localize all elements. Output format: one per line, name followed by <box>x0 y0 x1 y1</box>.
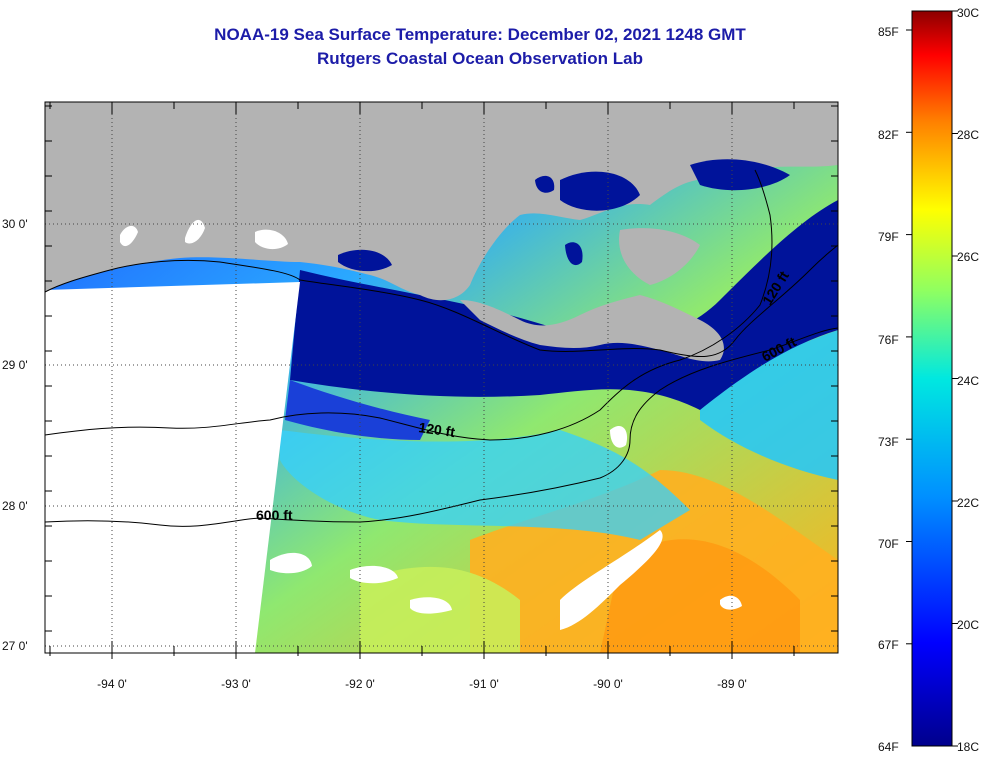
lon-label: -89 0' <box>717 677 747 691</box>
map-layers <box>45 102 838 653</box>
map-title: NOAA-19 Sea Surface Temperature: Decembe… <box>214 25 746 44</box>
colorbar-c-label: 22C <box>957 496 980 510</box>
lon-label: -94 0' <box>97 677 127 691</box>
lon-label: -91 0' <box>469 677 499 691</box>
colorbar-f-label: 67F <box>878 638 899 652</box>
inland-water <box>120 225 138 247</box>
colorbar-f-label: 76F <box>878 333 899 347</box>
lat-label: 30 0' <box>2 217 28 231</box>
colorbar-c-label: 24C <box>957 374 980 388</box>
colorbar-c-label: 28C <box>957 128 980 142</box>
cloud-patch <box>350 565 398 584</box>
map-subtitle: Rutgers Coastal Ocean Observation Lab <box>317 49 643 68</box>
delta-land <box>460 295 724 362</box>
latitude-axis: 30 0' 29 0' 28 0' 27 0' <box>2 217 28 653</box>
east-cool-band <box>700 330 838 480</box>
warm-core <box>600 539 800 653</box>
lake <box>565 242 583 266</box>
contour-label-120-west: 120 ft <box>418 419 457 440</box>
colorbar-f-label: 85F <box>878 25 899 39</box>
lat-label: 29 0' <box>2 358 28 372</box>
cloud-patch <box>270 552 312 574</box>
land-area <box>45 102 838 301</box>
cool-band <box>280 430 690 540</box>
no-data-area <box>45 282 300 653</box>
graticule <box>45 102 838 653</box>
lake <box>535 175 555 193</box>
inland-water <box>185 219 205 244</box>
colorbar-c-label: 30C <box>957 6 980 20</box>
cloud-patch <box>720 595 742 610</box>
lat-label: 27 0' <box>2 639 28 653</box>
colorbar-f-label: 82F <box>878 128 899 142</box>
axis-ticks <box>45 102 838 659</box>
colorbar-c-label: 18C <box>957 740 980 754</box>
lat-label: 28 0' <box>2 499 28 513</box>
colorbar-f-label: 70F <box>878 537 899 551</box>
delta-land <box>619 228 700 285</box>
colorbar-c-label: 26C <box>957 250 980 264</box>
contour-label-600-west: 600 ft <box>256 507 293 523</box>
contour-120ft <box>44 169 773 441</box>
lon-label: -93 0' <box>221 677 251 691</box>
colorbar-c-label: 20C <box>957 618 980 632</box>
colorbar-f-label: 79F <box>878 230 899 244</box>
cloud-patch <box>560 530 663 630</box>
cloud-patch <box>610 425 628 448</box>
contour-600ft <box>44 327 839 527</box>
colorbar-ticks <box>906 10 958 747</box>
longitude-axis: -94 0' -93 0' -92 0' -91 0' -90 0' -89 0… <box>97 677 747 691</box>
lon-label: -92 0' <box>345 677 375 691</box>
coastal-mix <box>285 380 430 440</box>
colorbar-f-label: 73F <box>878 435 899 449</box>
lake <box>338 249 392 272</box>
lon-label: -90 0' <box>593 677 623 691</box>
coastline <box>44 244 839 358</box>
lake <box>560 171 640 211</box>
cloud-patch <box>410 597 452 614</box>
colorbar-f-label: 64F <box>878 740 899 754</box>
plot-frame <box>44 101 839 654</box>
colorbar <box>911 10 953 747</box>
inland-water <box>255 229 288 250</box>
lake <box>690 159 790 191</box>
